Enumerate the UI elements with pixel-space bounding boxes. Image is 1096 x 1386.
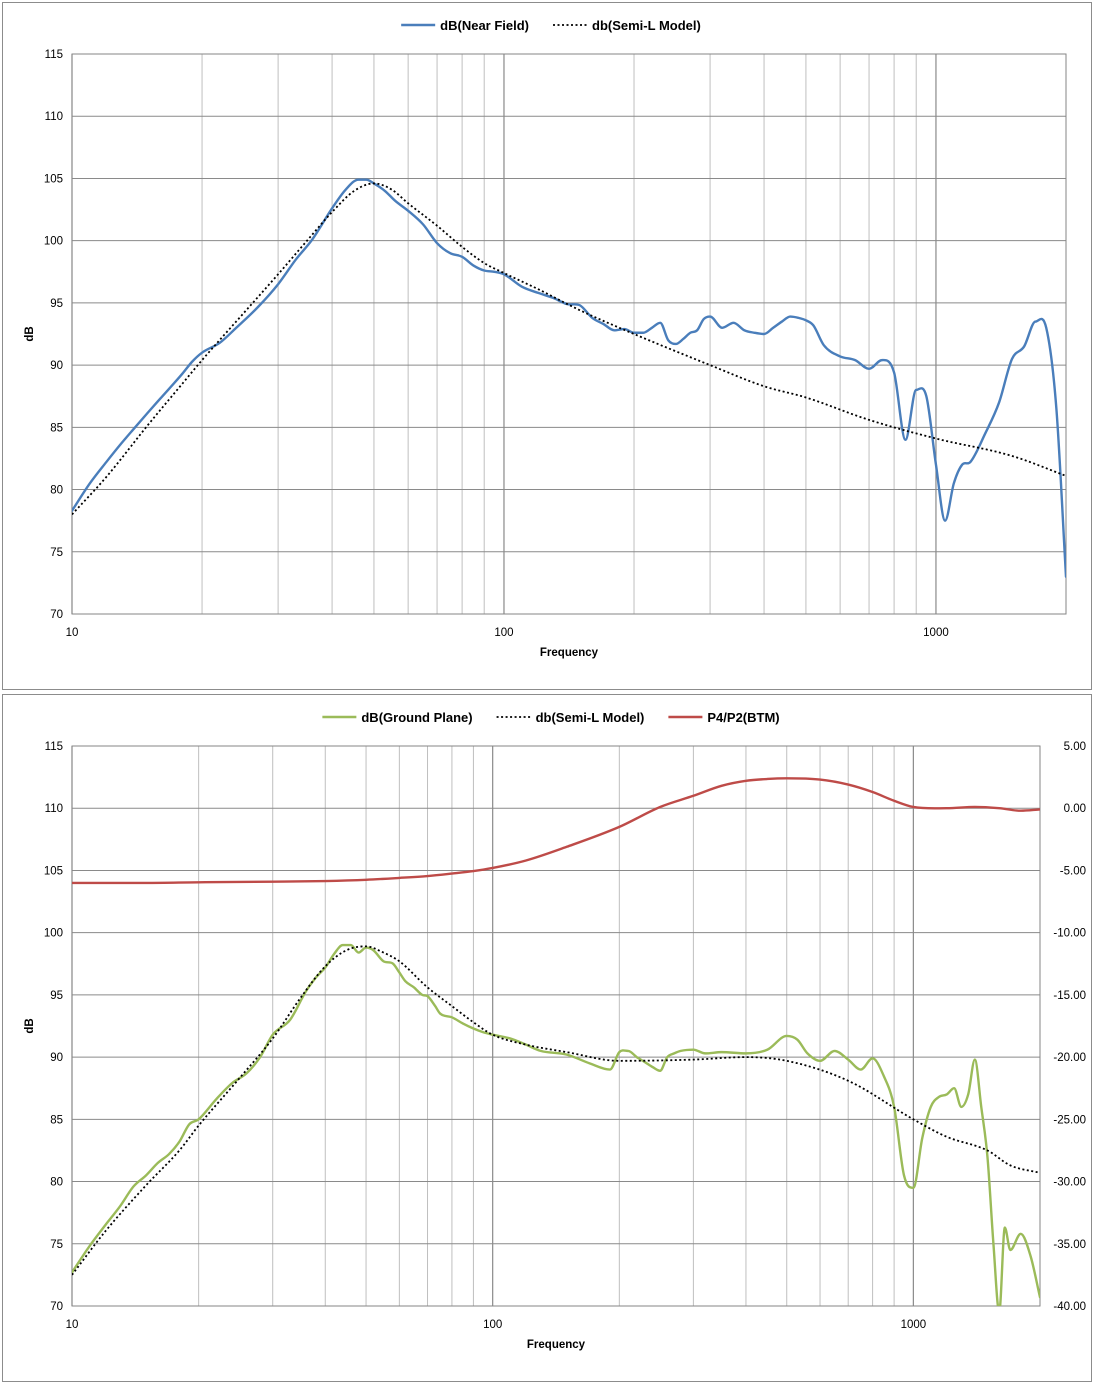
series-line-db-ground-plane [72, 943, 1040, 1306]
plot-area-border [71, 53, 1067, 615]
chart-legend: dB(Near Field) db(Semi-L Model) [401, 18, 701, 33]
y2-tick-label: -35.00 [1053, 1239, 1086, 1251]
series-line-p4-p2-btm [72, 777, 1040, 885]
x-axis-title: Frequency [540, 647, 599, 659]
series-line-db-semi-l-model [72, 182, 1066, 516]
y-tick-label: 80 [50, 1177, 63, 1189]
chart-panel-ground-plane: 70 75 80 85 90 95 100 105 110 115 -40.00 -35.00 -30.… [2, 694, 1092, 1382]
legend-label-db-semi-l-model: db(Semi-L Model) [592, 18, 701, 33]
y-tick-label: 100 [44, 928, 63, 940]
x-tick-label: 1000 [923, 627, 949, 639]
x-tick-label: 10 [66, 1319, 79, 1331]
y-tick-label: 110 [45, 111, 63, 123]
y-tick-label: 70 [50, 1301, 63, 1313]
y-tick-label: 85 [50, 1114, 63, 1126]
y2-tick-label: -30.00 [1053, 1177, 1086, 1189]
series-group [72, 178, 1066, 578]
y-tick-label: 115 [45, 741, 63, 753]
x-axis-title: Frequency [527, 1339, 586, 1351]
y-tick-label: 95 [50, 990, 63, 1002]
y-axis-title: dB [24, 326, 36, 341]
y-tick-label: 70 [50, 609, 63, 621]
y-tick-label: 75 [50, 1239, 63, 1251]
y-tick-label: 105 [44, 173, 63, 185]
series-line-db-semi-l-model [72, 945, 1040, 1276]
y-tick-label: 90 [50, 1052, 63, 1064]
chart-legend: dB(Ground Plane) db(Semi-L Model) P4/P2(BT… [322, 710, 780, 725]
plot-area-border [71, 745, 1041, 1307]
x-tick-label: 100 [494, 627, 513, 639]
y-tick-label: 105 [44, 865, 63, 877]
y2-tick-label: -5.00 [1060, 865, 1086, 877]
series-line-db-near-field [72, 178, 1066, 578]
y-tick-label: 95 [50, 298, 63, 310]
y2-tick-label: -25.00 [1053, 1114, 1086, 1126]
y2-tick-label: -10.00 [1053, 928, 1086, 940]
legend-label-p4-p2-btm: P4/P2(BTM) [707, 710, 779, 725]
y-tick-label: 75 [50, 547, 63, 559]
gridlines [71, 53, 1067, 615]
y2-tick-label: 0.00 [1064, 803, 1086, 815]
series-group [72, 777, 1040, 1306]
ground-plane-chart: 70 75 80 85 90 95 100 105 110 115 -40.00 -35.00 -30.… [24, 710, 1086, 1351]
y-tick-label: 80 [50, 485, 63, 497]
x-tick-label: 100 [483, 1319, 502, 1331]
y-axis-title: dB [24, 1018, 36, 1033]
chart-panel-near-field: 70 75 80 85 90 95 100 105 110 115 10 100 1000 Frequen… [2, 2, 1092, 690]
y2-tick-label: -15.00 [1053, 990, 1086, 1002]
y-tick-label: 90 [50, 360, 63, 372]
near-field-chart: 70 75 80 85 90 95 100 105 110 115 10 100 1000 Frequen… [24, 18, 1067, 659]
y2-tick-label: 5.00 [1064, 741, 1086, 753]
legend-label-db-near-field: dB(Near Field) [440, 18, 529, 33]
legend-label-db-ground-plane: dB(Ground Plane) [361, 710, 472, 725]
y2-tick-label: -40.00 [1053, 1301, 1086, 1313]
y2-tick-label: -20.00 [1053, 1052, 1086, 1064]
x-tick-label: 10 [66, 627, 79, 639]
y-tick-label: 115 [45, 49, 63, 61]
gridlines [71, 745, 1041, 1307]
x-tick-label: 1000 [901, 1319, 927, 1331]
y-tick-label: 110 [45, 803, 63, 815]
y-tick-label: 85 [50, 422, 63, 434]
y-tick-label: 100 [44, 236, 63, 248]
legend-label-db-semi-l-model: db(Semi-L Model) [536, 710, 645, 725]
